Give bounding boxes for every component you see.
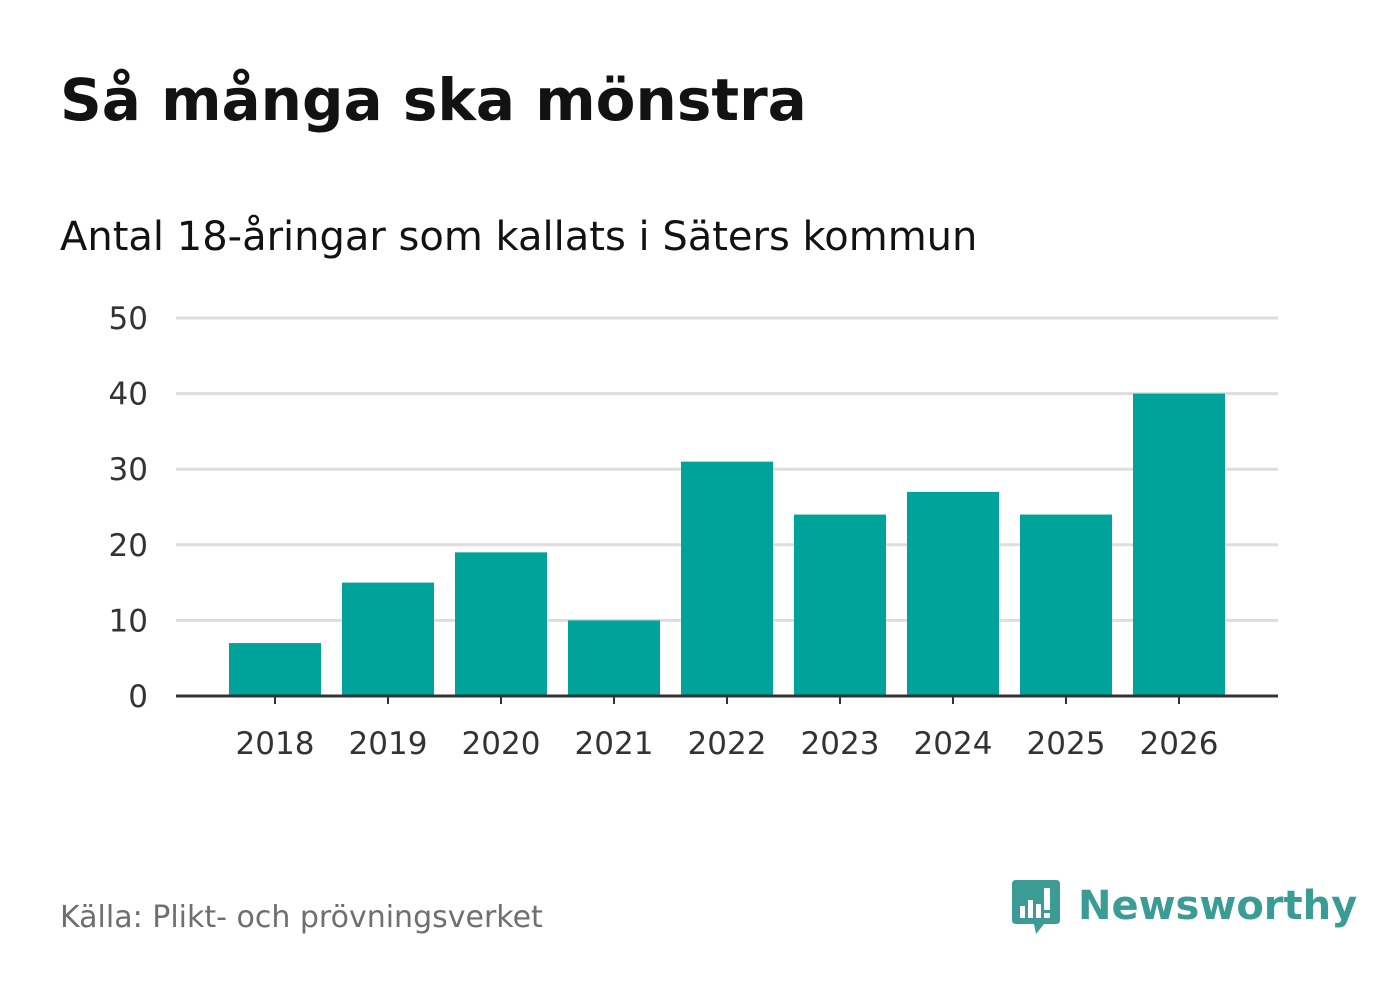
bar xyxy=(1020,514,1112,696)
y-tick-label: 0 xyxy=(128,679,148,715)
x-tick-label: 2021 xyxy=(575,726,654,762)
newsworthy-logo: Newsworthy xyxy=(1010,876,1357,936)
bar xyxy=(229,643,321,696)
source-note: Källa: Plikt- och prövningsverket xyxy=(60,900,543,935)
x-tick-label: 2018 xyxy=(236,726,315,762)
bar-chart: 0 10 20 30 40 50 2018 2019 2020 2021 2022 2023 2024 2… xyxy=(109,301,1278,762)
newsworthy-logo-icon xyxy=(1012,880,1060,934)
bar xyxy=(794,514,886,696)
brand-name: Newsworthy xyxy=(1078,883,1358,929)
y-tick-label: 30 xyxy=(109,452,148,488)
x-tick-label: 2023 xyxy=(801,726,880,762)
x-tick-label: 2026 xyxy=(1140,726,1219,762)
bar xyxy=(568,620,660,696)
bar xyxy=(907,491,999,696)
y-tick-label: 20 xyxy=(109,528,148,564)
x-tick-label: 2022 xyxy=(688,726,767,762)
chart-title: Så många ska mönstra xyxy=(60,66,807,134)
bar xyxy=(342,582,434,696)
x-tick-label: 2025 xyxy=(1027,726,1106,762)
y-tick-label: 10 xyxy=(109,603,148,639)
bar xyxy=(681,461,773,696)
bar xyxy=(1133,393,1225,696)
chart-subtitle: Antal 18-åringar som kallats i Säters ko… xyxy=(60,214,978,260)
bar xyxy=(455,552,547,696)
y-tick-label: 40 xyxy=(109,377,148,413)
x-tick-label: 2019 xyxy=(349,726,428,762)
x-tick-label: 2020 xyxy=(462,726,541,762)
x-tick-label: 2024 xyxy=(914,726,993,762)
y-tick-label: 50 xyxy=(109,301,148,337)
